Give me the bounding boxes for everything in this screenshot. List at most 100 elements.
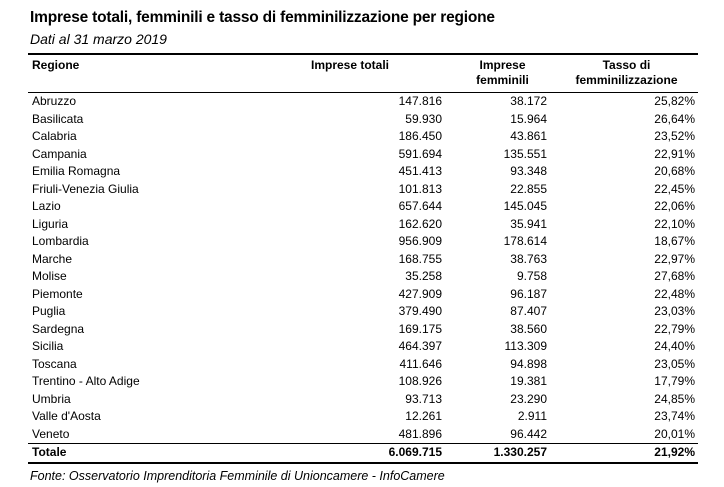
imprese-femminili-value: 38.172 [510,94,547,108]
table-body: Abruzzo 147.816 38.172 25,82% Basilicata 59.9… [28,93,698,444]
region-name: Basilicata [32,111,84,126]
table-row: Puglia 379.490 87.407 23,03% [28,303,698,321]
total-imprese-totali: 6.069.715 [250,443,450,464]
imprese-femminili-value: 96.187 [510,286,547,301]
region-name: Valle d'Aosta [32,409,101,423]
imprese-totali-value: 162.620 [398,216,442,231]
region-name: Marche [32,251,73,266]
imprese-femminili-value: 38.763 [510,251,547,266]
table-row: Umbria 93.713 23.290 24,85% [28,391,698,409]
total-label: Totale [28,443,250,464]
tasso-value: 20,01% [654,426,695,441]
region-name: Campania [32,146,87,161]
imprese-femminili-value: 178.614 [503,234,547,248]
imprese-totali-value: 93.713 [405,391,442,406]
tasso-value: 23,52% [654,129,695,143]
tasso-value: 27,68% [654,269,695,283]
region-name: Emilia Romagna [32,164,121,178]
tasso-value: 18,67% [654,234,695,248]
region-name: Veneto [32,426,70,441]
header-row: Regione Imprese totali Imprese femminili… [28,54,698,93]
imprese-totali-value: 59.930 [405,111,442,126]
col-header-regione: Regione [28,54,250,93]
tasso-value: 23,05% [654,356,695,371]
imprese-totali-value: 657.644 [398,199,442,213]
table-row: Friuli-Venezia Giulia 101.813 22.855 22,45% [28,181,698,199]
region-name: Lombardia [32,234,89,248]
region-name: Trentino - Alto Adige [32,374,140,388]
imprese-femminili-value: 38.560 [510,321,547,336]
imprese-femminili-value: 135.551 [503,146,547,161]
tasso-value: 24,40% [654,339,695,353]
table-row: Emilia Romagna 451.413 93.348 20,68% [28,163,698,181]
imprese-femminili-value: 35.941 [510,216,547,231]
imprese-totali-value: 379.490 [398,304,442,318]
page-subtitle: Dati al 31 marzo 2019 [30,31,167,47]
imprese-totali-value: 411.646 [399,356,443,371]
imprese-totali-value: 169.175 [398,321,442,336]
imprese-femminili-value: 2.911 [517,409,547,423]
tasso-value: 22,06% [654,199,695,213]
imprese-totali-value: 35.258 [405,269,442,283]
tasso-value: 22,79% [654,321,695,336]
source-note: Fonte: Osservatorio Imprenditoria Femmin… [30,468,445,483]
col-header-imprese-totali: Imprese totali [250,54,450,93]
table-row: Marche 168.755 38.763 22,97% [28,251,698,269]
imprese-femminili-value: 145.045 [503,199,547,213]
tasso-value: 23,03% [654,304,695,318]
imprese-femminili-value: 87.407 [510,304,547,318]
tasso-value: 23,74% [654,409,695,423]
tasso-value: 22,10% [654,216,695,231]
imprese-totali-value: 108.926 [398,374,442,388]
table-row: Toscana 411.646 94.898 23,05% [28,356,698,374]
imprese-femminili-value: 15.964 [510,111,547,126]
total-imprese-femminili: 1.330.257 [450,443,555,464]
region-name: Molise [32,269,67,283]
region-name: Abruzzo [32,94,77,108]
imprese-totali-value: 464.397 [398,339,442,353]
imprese-totali-value: 956.909 [398,234,442,248]
table-row: Lazio 657.644 145.045 22,06% [28,198,698,216]
table-row: Sardegna 169.175 38.560 22,79% [28,321,698,339]
table-row: Piemonte 427.909 96.187 22,48% [28,286,698,304]
tasso-value: 26,64% [654,111,695,126]
tasso-value: 25,82% [654,94,695,108]
page-title: Imprese totali, femminili e tasso di fem… [30,9,495,26]
region-name: Calabria [32,129,77,143]
imprese-totali-value: 168.755 [398,251,442,266]
imprese-femminili-value: 23.290 [510,391,547,406]
region-name: Puglia [32,304,66,318]
imprese-totali-value: 591.694 [398,146,442,161]
table-row: Trentino - Alto Adige 108.926 19.381 17,79% [28,373,698,391]
imprese-femminili-value: 9.758 [516,269,547,283]
imprese-totali-value: 427.909 [398,286,442,301]
imprese-totali-value: 147.816 [398,94,442,108]
imprese-femminili-value: 96.442 [510,426,547,441]
tasso-value: 22,91% [654,146,695,161]
region-name: Lazio [32,199,61,213]
table-row: Molise 35.258 9.758 27,68% [28,268,698,286]
col-header-imprese-femminili: Imprese femminili [450,54,555,93]
tasso-value: 22,97% [654,251,695,266]
col-header-tasso-femminilizzazione: Tasso di femminilizzazione [555,54,698,93]
imprese-totali-value: 12.261 [405,409,442,423]
imprese-femminili-value: 43.861 [510,129,547,143]
total-tasso: 21,92% [555,443,698,464]
region-name: Sicilia [32,339,64,353]
tasso-value: 17,79% [654,374,695,388]
table-row: Abruzzo 147.816 38.172 25,82% [28,93,698,111]
imprese-femminili-value: 113.309 [504,339,548,353]
region-name: Friuli-Venezia Giulia [32,181,139,196]
region-name: Piemonte [32,286,83,301]
imprese-femminili-value: 93.348 [510,164,547,178]
table-row: Lombardia 956.909 178.614 18,67% [28,233,698,251]
tasso-value: 24,85% [654,391,695,406]
table-row: Calabria 186.450 43.861 23,52% [28,128,698,146]
region-name: Sardegna [32,321,85,336]
imprese-femminili-value: 22.855 [510,181,547,196]
imprese-femminili-value: 19.381 [510,374,547,388]
imprese-totali-value: 481.896 [398,426,442,441]
table-row: Veneto 481.896 96.442 20,01% [28,426,698,444]
total-row: Totale 6.069.715 1.330.257 21,92% [28,443,698,464]
